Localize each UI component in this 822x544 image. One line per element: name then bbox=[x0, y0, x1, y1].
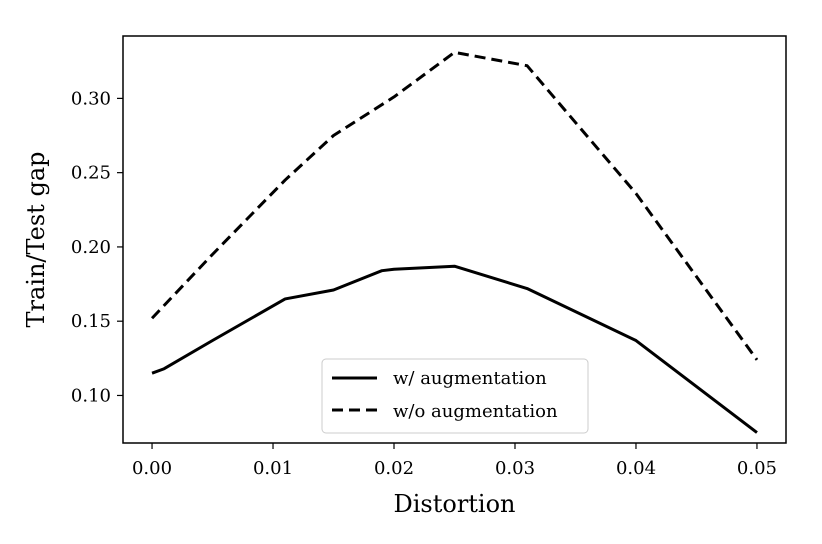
x-tick-label: 0.02 bbox=[374, 458, 414, 479]
legend-box bbox=[321, 358, 589, 434]
y-tick-label: 0.10 bbox=[71, 385, 111, 406]
x-tick-label: 0.01 bbox=[253, 458, 293, 479]
series-line-wo-augmentation bbox=[150, 50, 759, 361]
x-tick-label: 0.04 bbox=[616, 458, 656, 479]
y-tick-label: 0.30 bbox=[71, 88, 111, 109]
x-tick-label: 0.03 bbox=[495, 458, 535, 479]
legend-label-w-augmentation: w/ augmentation bbox=[393, 368, 547, 389]
y-axis-title: Train/Test gap bbox=[22, 152, 50, 328]
legend-label-wo-augmentation: w/o augmentation bbox=[393, 401, 558, 422]
legend: w/ augmentation w/o augmentation bbox=[321, 358, 589, 434]
y-tick-label: 0.20 bbox=[71, 237, 111, 258]
x-axis-ticks: 0.00 0.01 0.02 0.03 0.04 0.05 bbox=[132, 443, 777, 479]
y-axis-ticks: 0.10 0.15 0.20 0.25 0.30 bbox=[71, 88, 123, 406]
y-tick-label: 0.15 bbox=[71, 311, 111, 332]
plot-frame bbox=[122, 35, 787, 444]
x-axis-title: Distortion bbox=[393, 490, 515, 518]
x-tick-label: 0.05 bbox=[737, 458, 777, 479]
series-layer bbox=[150, 50, 759, 434]
x-tick-label: 0.00 bbox=[132, 458, 172, 479]
y-tick-label: 0.25 bbox=[71, 163, 111, 184]
